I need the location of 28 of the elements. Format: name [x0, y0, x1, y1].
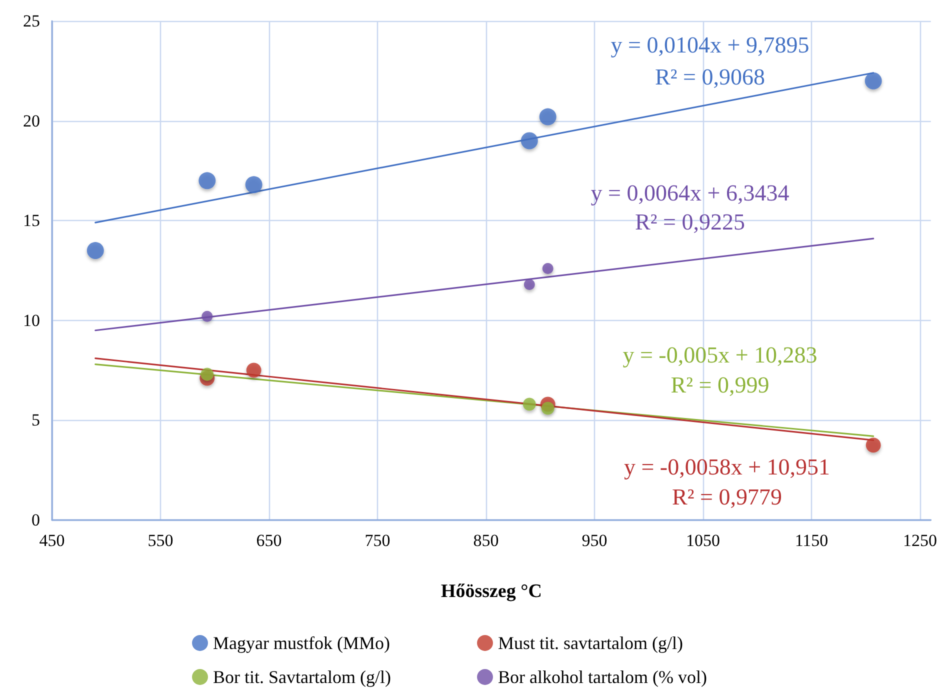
annotation: y = 0,0104x + 9,7895	[610, 32, 810, 58]
y-tick-label: 5	[32, 410, 40, 430]
annotation: R² = 0,9779	[672, 484, 782, 510]
annotation: y = 0,0064x + 6,3434	[590, 180, 790, 206]
y-tick-label: 25	[23, 12, 40, 30]
legend-label: Bor alkohol tartalom (% vol)	[498, 667, 707, 687]
x-tick-label: 1250	[903, 531, 937, 550]
y-tick-label: 15	[23, 211, 40, 230]
x-tick-label: 650	[256, 531, 282, 550]
annotation: y = -0,0058x + 10,951	[624, 454, 830, 480]
legend-label: Must tit. savtartalom (g/l)	[498, 633, 683, 653]
x-tick-label: 950	[582, 531, 608, 550]
legend-label: Bor tit. Savtartalom (g/l)	[213, 667, 391, 687]
x-axis-title: Hőösszeg °C	[440, 581, 542, 602]
annotation: R² = 0,9225	[635, 210, 745, 234]
x-tick-label: 1050	[686, 531, 720, 550]
annotation: y = -0,005x + 10,283	[622, 342, 818, 368]
annotation: R² = 0,9068	[655, 64, 765, 90]
x-tick-label: 550	[148, 531, 174, 550]
y-tick-label: 10	[23, 310, 40, 330]
legend-label: Magyar mustfok (MMo)	[213, 633, 390, 653]
x-tick-label: 850	[473, 531, 499, 550]
x-tick-label: 450	[39, 531, 65, 550]
annotation: R² = 0,999	[670, 372, 770, 398]
x-tick-label: 1150	[794, 531, 828, 550]
y-tick-label: 0	[32, 510, 40, 530]
x-tick-label: 750	[364, 531, 390, 550]
y-tick-label: 20	[23, 111, 40, 130]
